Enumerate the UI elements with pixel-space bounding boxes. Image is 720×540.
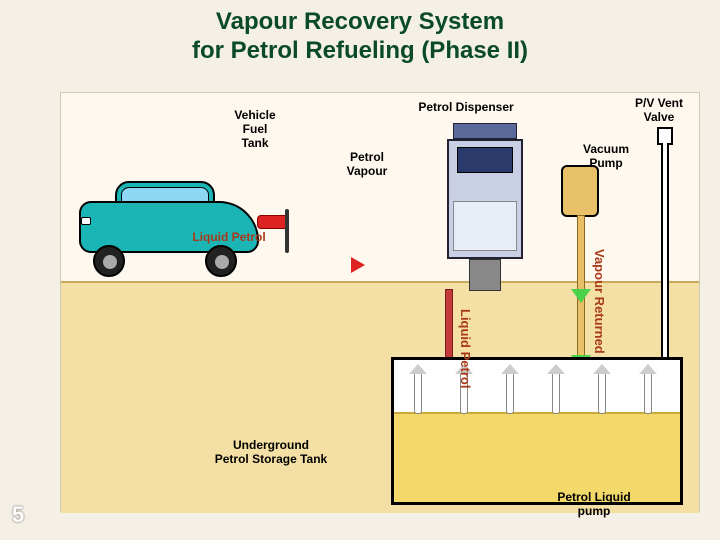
label-petrol-liquid-pump: Petrol Liquidpump (539, 491, 649, 519)
car-wheel-rear (205, 245, 237, 277)
label-vehicle-fuel-tank: VehicleFuelTank (221, 109, 289, 150)
slide-title: Vapour Recovery System for Petrol Refuel… (0, 0, 720, 66)
tank-vapour-arrow-icon (414, 370, 422, 414)
label-petrol-dispenser: Petrol Dispenser (401, 101, 531, 115)
dispenser-top (453, 123, 517, 139)
car-headlight (81, 217, 91, 225)
tank-vapour-arrow-icon (506, 370, 514, 414)
tank-vapour-arrowhead-icon (547, 364, 565, 374)
nozzle-hose (285, 209, 289, 253)
diagram-area: VehicleFuelTank Petrol Dispenser P/V Ven… (60, 92, 700, 512)
tank-vapour-arrowhead-icon (409, 364, 427, 374)
label-liquid-petrol: Liquid Petrol (179, 231, 279, 245)
dispenser-base (469, 259, 501, 291)
tank-vapour-arrow-icon (552, 370, 560, 414)
title-line2: for Petrol Refueling (Phase II) (192, 37, 528, 64)
dispenser-screen (457, 147, 513, 173)
tank-vapour-arrowhead-icon (501, 364, 519, 374)
slide-number: 5 (12, 502, 24, 528)
petrol-dispenser (447, 123, 523, 291)
nozzle-body (257, 215, 287, 229)
car-wheel-front (93, 245, 125, 277)
label-vacuum-pump: VacuumPump (571, 143, 641, 171)
label-liquid-petrol-vertical: Liquid Petrol (457, 289, 472, 409)
vapour-arrow-icon (571, 289, 591, 303)
tank-vapour-arrowhead-icon (639, 364, 657, 374)
title-line1: Vapour Recovery System (216, 8, 504, 35)
tank-liquid (394, 412, 680, 502)
label-vapour-returned: Vapour Returned (591, 221, 606, 381)
vacuum-pump (561, 165, 599, 217)
tank-vapour-arrow-icon (644, 370, 652, 414)
liquid-arrow-icon (351, 257, 365, 273)
label-petrol-vapour: PetrolVapour (337, 151, 397, 179)
label-pv-vent-valve: P/V VentValve (623, 97, 695, 125)
vehicle-car (79, 179, 269, 271)
underground-storage-tank (391, 357, 683, 505)
dispenser-panel (453, 201, 517, 251)
label-underground-tank: UndergroundPetrol Storage Tank (191, 439, 351, 467)
